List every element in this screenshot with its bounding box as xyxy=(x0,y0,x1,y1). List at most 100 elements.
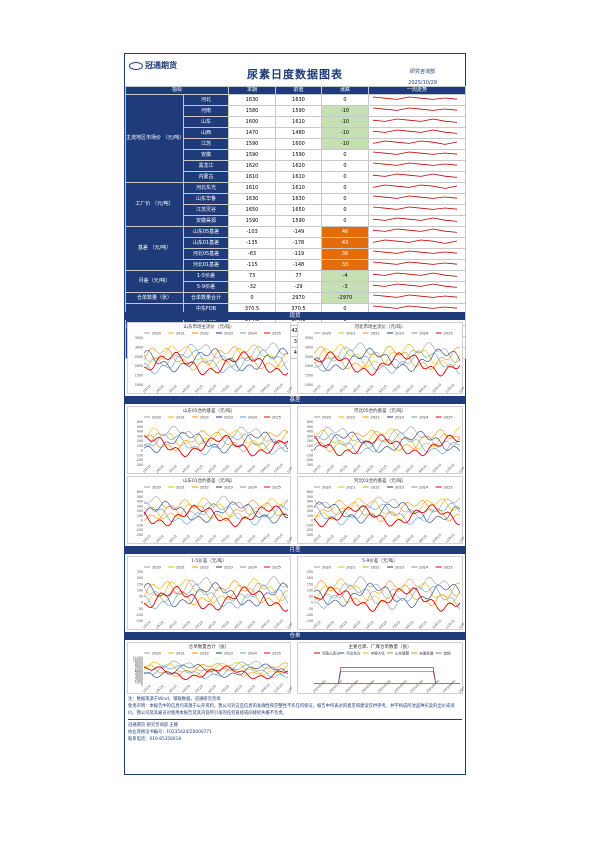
series-line xyxy=(143,660,289,675)
x-tick-label: 4月1日 xyxy=(352,534,362,544)
previous-value: 1600 xyxy=(275,138,323,150)
x-tick-label: 12月1日 xyxy=(286,619,292,630)
table-row: 河南 1580 1590 -10 xyxy=(126,105,467,117)
x-tick-label: 7月1日 xyxy=(220,384,230,394)
current-value: 1590 xyxy=(228,215,277,227)
x-tick-label: 9月1日 xyxy=(247,464,257,474)
x-tick-label: 7月1日 xyxy=(392,384,402,394)
x-tick-label: 11月1日 xyxy=(273,383,284,394)
y-tick-label: 600 xyxy=(307,420,313,424)
current-value: 1630 xyxy=(228,94,277,106)
y-tick-label: 150 xyxy=(307,582,313,586)
indicator-name: 黑龙江 xyxy=(182,160,230,172)
current-value: -103 xyxy=(228,226,277,238)
chart-title: 主要仓库、厂库仓单数量（张） xyxy=(348,645,412,650)
previous-value: -178 xyxy=(275,237,323,249)
change-value: 0 xyxy=(321,149,370,161)
series-line xyxy=(313,430,461,453)
y-tick-label: 6000 xyxy=(135,668,143,672)
change-value: 36 xyxy=(321,248,370,260)
x-tick-label: 5月1日 xyxy=(194,620,204,630)
legend-label: 2020 xyxy=(322,332,331,336)
legend-label: 2024 xyxy=(248,416,258,420)
x-tick-label: 6月1日 xyxy=(207,684,217,694)
x-tick-label: 6月1日 xyxy=(207,464,217,474)
change-value: 0 xyxy=(321,204,370,216)
sparkline-path xyxy=(372,283,458,288)
y-tick-label: -200 xyxy=(306,528,313,532)
series-line xyxy=(143,580,288,606)
x-tick-label: 2月1日 xyxy=(325,620,335,630)
x-tick-label: 12月1日 xyxy=(458,383,464,394)
change-value: -2970 xyxy=(321,292,370,304)
current-value: 1630 xyxy=(228,193,277,205)
sparkline-path xyxy=(372,239,458,244)
series-line xyxy=(143,351,289,376)
x-tick-label: 11月1日 xyxy=(445,383,456,394)
legend-label: 2023 xyxy=(395,566,404,570)
weekly-sparkline xyxy=(368,193,467,205)
series-line xyxy=(143,584,289,609)
x-tick-label: 3月1日 xyxy=(338,384,348,394)
previous-value: 1650 xyxy=(275,204,323,216)
series-line xyxy=(143,504,289,528)
x-tick-label: 5月1日 xyxy=(365,534,375,544)
report-sheet: 冠通期货 尿素日度数据图表 研究咨询部 2025/10/29 指标 本期 前值 … xyxy=(124,53,467,775)
chart-c1: 山东市场主流价（元/吨） 2020 2021 2022 2023 2024 2025 3500… xyxy=(127,322,292,394)
weekly-sparkline xyxy=(368,182,467,194)
chart-title: 山东市场主流价（元/吨） xyxy=(183,325,235,330)
y-tick-label: 5000 xyxy=(135,671,143,675)
series-line xyxy=(143,433,289,456)
chart-svg: 2020 2021 2022 2023 2024 20256005004003002001… xyxy=(306,486,464,544)
indicator-name: 安徽 xyxy=(182,149,230,161)
x-tick-label: 7月1日 xyxy=(392,464,402,474)
legend-label: 2024 xyxy=(248,486,258,490)
series-line xyxy=(143,429,289,452)
legend-label: 2021 xyxy=(176,332,185,336)
report-header: 冠通期货 尿素日度数据图表 研究咨询部 2025/10/29 xyxy=(125,54,465,86)
y-tick-label: 150 xyxy=(137,582,143,586)
y-tick-label: -300 xyxy=(306,463,313,467)
indicator-name: 安徽昊源 xyxy=(182,215,230,227)
x-tick-label: 6月1日 xyxy=(378,534,388,544)
x-tick-label: 3月1日 xyxy=(338,464,348,474)
y-tick-label: 7000 xyxy=(135,666,143,670)
sparkline-path xyxy=(372,195,458,199)
weekly-sparkline xyxy=(368,94,467,106)
legend-label: 2022 xyxy=(200,566,209,570)
legend-label: 2020 xyxy=(322,416,331,420)
legend-label: 2024 xyxy=(419,566,429,570)
band-spread: 月差 xyxy=(125,546,465,554)
x-tick-label: 6月1日 xyxy=(378,384,388,394)
x-tick-label: 10月1日 xyxy=(431,533,442,544)
band-spot: 现货 xyxy=(125,312,465,320)
indicator-name: 1-5价差 xyxy=(182,270,230,282)
legend-label: 2022 xyxy=(371,486,380,490)
y-tick-label: -100 xyxy=(136,453,143,457)
legend-label: 2025 xyxy=(272,486,281,490)
series-line xyxy=(143,664,289,679)
y-tick-label: 0 xyxy=(141,519,143,523)
chart-svg: 河南心连心 河北东光 中原大化 山东联盟 安徽吴源 其他 2025/01/01 2025/02… xyxy=(312,651,464,694)
legend-label: 2023 xyxy=(224,566,233,570)
x-tick-label: 12月1日 xyxy=(458,463,464,474)
x-tick-label: 7月1日 xyxy=(392,620,402,630)
y-tick-label: 200 xyxy=(307,576,313,580)
x-tick-label: 9月1日 xyxy=(418,534,428,544)
series-line xyxy=(313,584,461,610)
series-line xyxy=(143,498,289,522)
change-value: -10 xyxy=(321,116,370,128)
x-tick-label: 2025/09/01 xyxy=(442,679,457,694)
x-tick-label: 4月1日 xyxy=(352,620,362,630)
y-tick-label: 1000 xyxy=(305,383,313,387)
x-tick-label: 1月1日 xyxy=(312,464,322,474)
weekly-sparkline xyxy=(368,116,467,128)
legend-label: 2023 xyxy=(224,486,233,490)
series-line xyxy=(143,434,289,458)
series-line xyxy=(143,347,289,373)
legend-label: 2021 xyxy=(346,566,355,570)
footer-divider xyxy=(128,719,462,720)
series-line xyxy=(143,431,289,454)
x-tick-label: 11月1日 xyxy=(445,533,456,544)
x-tick-label: 2025/04/01 xyxy=(361,679,376,694)
